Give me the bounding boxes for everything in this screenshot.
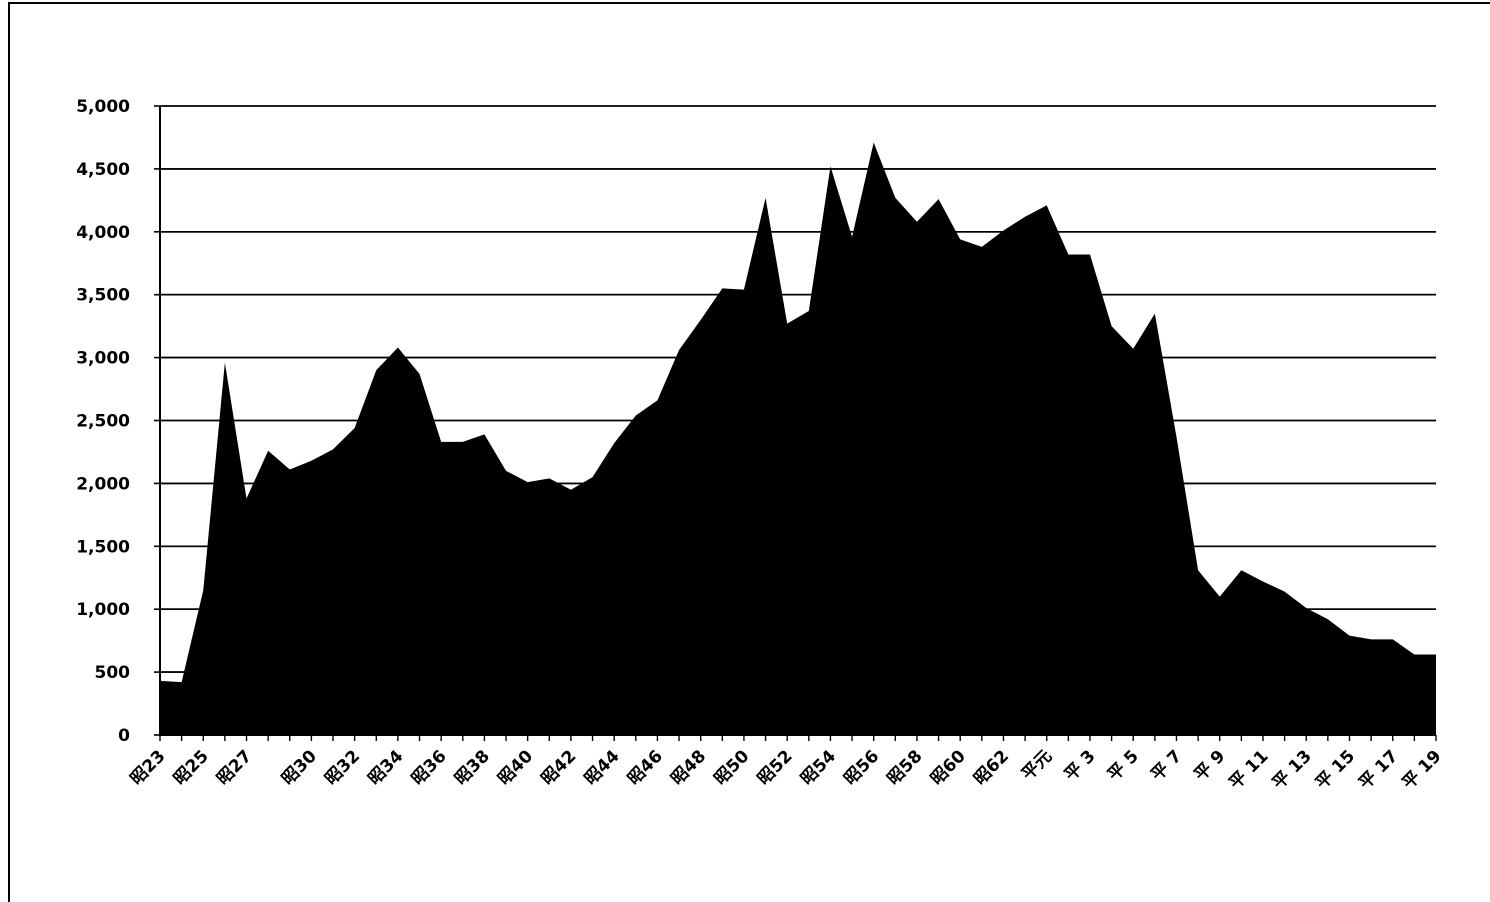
x-tick-label: 昭54	[797, 746, 840, 789]
chart-frame: 0 500 1,000 1,500 2,000 2,500 3,000 3,500 4,000 4…	[8, 2, 1490, 902]
x-tick-label: 平 7	[1147, 746, 1186, 785]
x-tick-label: 昭62	[970, 746, 1013, 789]
x-tick-label: 昭32	[321, 746, 364, 789]
area-chart: 0 500 1,000 1,500 2,000 2,500 3,000 3,500 4,000 4…	[10, 4, 1490, 898]
x-tick-label: 平 11	[1225, 746, 1272, 793]
x-tick-label: 昭38	[451, 746, 494, 789]
x-tick-label: 昭34	[365, 746, 408, 789]
y-tick-label: 2,500	[76, 412, 130, 432]
x-tick-label: 昭25	[170, 746, 213, 789]
x-tick-label: 昭50	[711, 746, 754, 789]
x-tick-label: 昭27	[213, 746, 256, 789]
x-tick-label: 昭46	[624, 746, 667, 789]
y-tick-label: 2,000	[76, 474, 130, 494]
x-tick-label: 平 17	[1355, 746, 1402, 793]
x-tick-label: 平 9	[1191, 746, 1230, 785]
x-tick-label: 昭60	[927, 746, 970, 789]
x-tick-label: 平 13	[1269, 746, 1316, 793]
x-tick-label: 昭30	[278, 746, 321, 789]
x-tick-label: 昭52	[754, 746, 797, 789]
x-tick-label: 昭48	[667, 746, 710, 789]
x-tick-label: 平 5	[1104, 746, 1143, 785]
x-tick-label: 平元	[1018, 746, 1056, 784]
y-tick-label: 4,000	[76, 223, 130, 243]
x-tick-label: 昭36	[408, 746, 451, 789]
x-tick-label: 昭58	[884, 746, 927, 789]
y-tick-label: 1,500	[76, 537, 130, 557]
x-tick-label: 平 3	[1061, 746, 1100, 785]
x-tick-label: 昭56	[840, 746, 883, 789]
y-tick-label: 1,000	[76, 600, 130, 620]
y-tick-label: 500	[95, 663, 131, 683]
x-tick-label: 平 15	[1312, 746, 1359, 793]
y-tick-label: 4,500	[76, 160, 130, 180]
y-tick-label: 5,000	[76, 97, 130, 117]
x-tick-label: 平 19	[1398, 746, 1445, 793]
y-tick-label: 0	[118, 726, 130, 746]
x-tick-label: 昭44	[581, 746, 624, 789]
y-tick-label: 3,000	[76, 349, 130, 369]
x-tick-label: 昭23	[127, 746, 170, 789]
x-tick-label: 昭42	[538, 746, 581, 789]
y-tick-label: 3,500	[76, 286, 130, 306]
y-tick-labels: 0 500 1,000 1,500 2,000 2,500 3,000 3,500 4,000 4…	[76, 97, 130, 746]
x-tick-label: 昭40	[494, 746, 537, 789]
